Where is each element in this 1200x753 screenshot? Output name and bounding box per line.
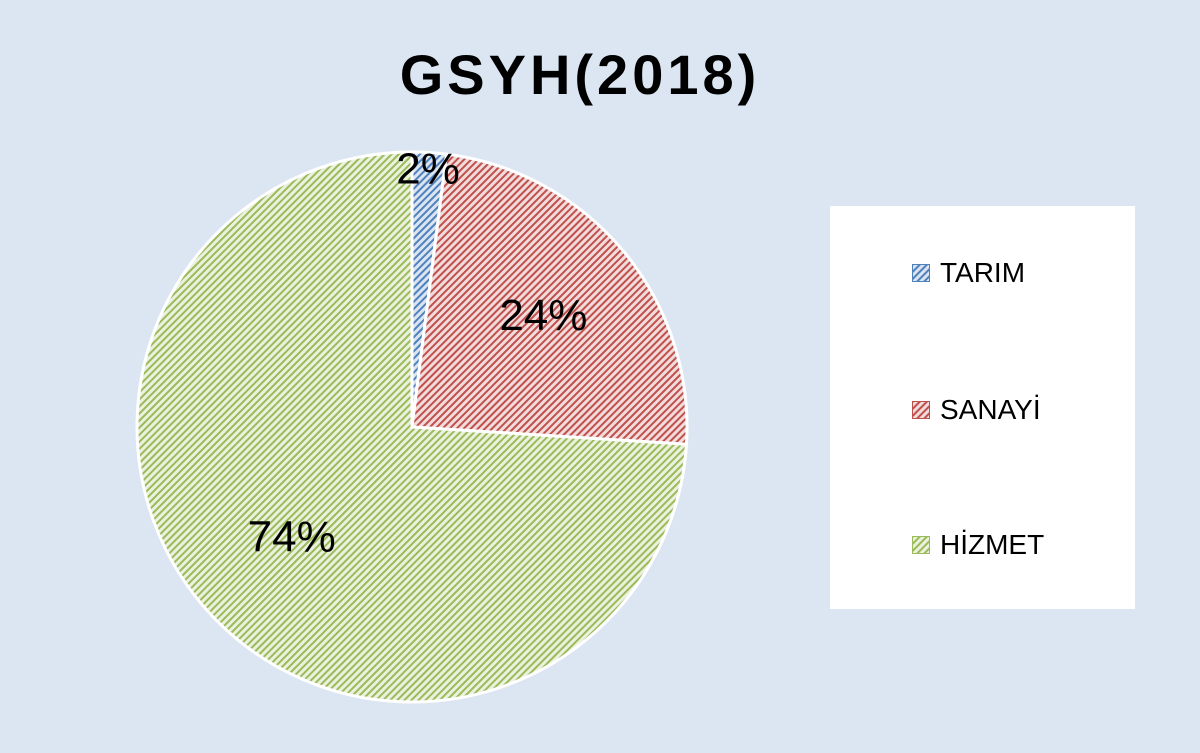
legend-swatch-hi̇zmet bbox=[912, 536, 930, 554]
chart-title: GSYH(2018) bbox=[399, 43, 761, 106]
legend-item-tarim: TARIM bbox=[912, 257, 1026, 288]
legend-label-tarim: TARIM bbox=[940, 257, 1026, 288]
data-label-sanayi̇: 24% bbox=[499, 291, 587, 340]
chart-legend bbox=[830, 206, 1135, 609]
legend-item-hi̇zmet: HİZMET bbox=[912, 529, 1045, 560]
pie-slice-hi̇zmet bbox=[135, 150, 689, 704]
legend-label-hi̇zmet: HİZMET bbox=[940, 529, 1045, 560]
legend-item-sanayi̇: SANAYİ bbox=[912, 394, 1041, 425]
legend-label-sanayi̇: SANAYİ bbox=[940, 394, 1041, 425]
data-label-tarim: 2% bbox=[396, 144, 460, 193]
pie-slice-sanayi̇ bbox=[410, 152, 689, 446]
legend-swatch-sanayi̇ bbox=[912, 401, 930, 419]
legend-swatch-tarim bbox=[912, 264, 930, 282]
data-label-hi̇zmet: 74% bbox=[248, 513, 336, 562]
